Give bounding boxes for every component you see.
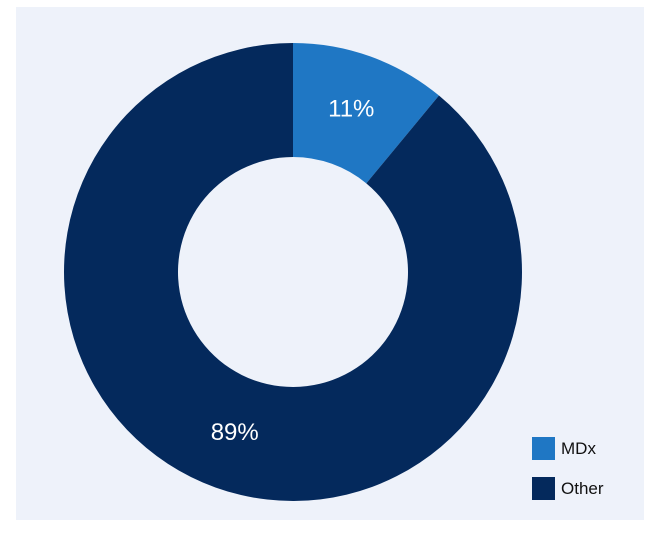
legend-label-mdx: MDx bbox=[561, 438, 596, 458]
legend-label-other: Other bbox=[561, 478, 604, 498]
slice-label-other: 89% bbox=[211, 419, 259, 446]
legend-swatch-other bbox=[532, 477, 555, 500]
legend-item-mdx: MDx bbox=[532, 437, 604, 460]
legend-item-other: Other bbox=[532, 477, 604, 500]
slice-mdx bbox=[293, 43, 439, 184]
legend: MDx Other bbox=[532, 437, 604, 517]
slice-other bbox=[64, 43, 523, 501]
legend-swatch-mdx bbox=[532, 437, 555, 460]
slice-label-mdx: 11% bbox=[328, 96, 374, 123]
